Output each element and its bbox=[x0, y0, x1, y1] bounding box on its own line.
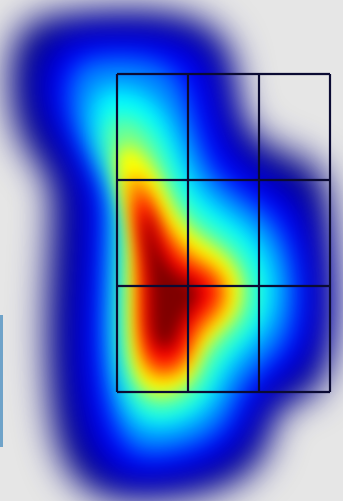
grid-cell-r0-c1 bbox=[188, 74, 259, 180]
grid-cell-r1-c2 bbox=[259, 180, 330, 286]
density-field bbox=[9, 10, 336, 500]
grid-cell-r2-c2 bbox=[259, 286, 330, 392]
density-band-8 bbox=[144, 212, 199, 350]
grid-cell-r0-c2 bbox=[259, 74, 330, 180]
grid-cell-r2-c1 bbox=[188, 286, 259, 392]
grid-overlay bbox=[115, 72, 332, 394]
grid-cell-r0-c0 bbox=[117, 74, 188, 180]
grid-cell-r1-c0 bbox=[117, 180, 188, 286]
grid-cell-r2-c0 bbox=[117, 286, 188, 392]
left-edge-accent bbox=[0, 315, 3, 447]
grid-cell-r1-c1 bbox=[188, 180, 259, 286]
